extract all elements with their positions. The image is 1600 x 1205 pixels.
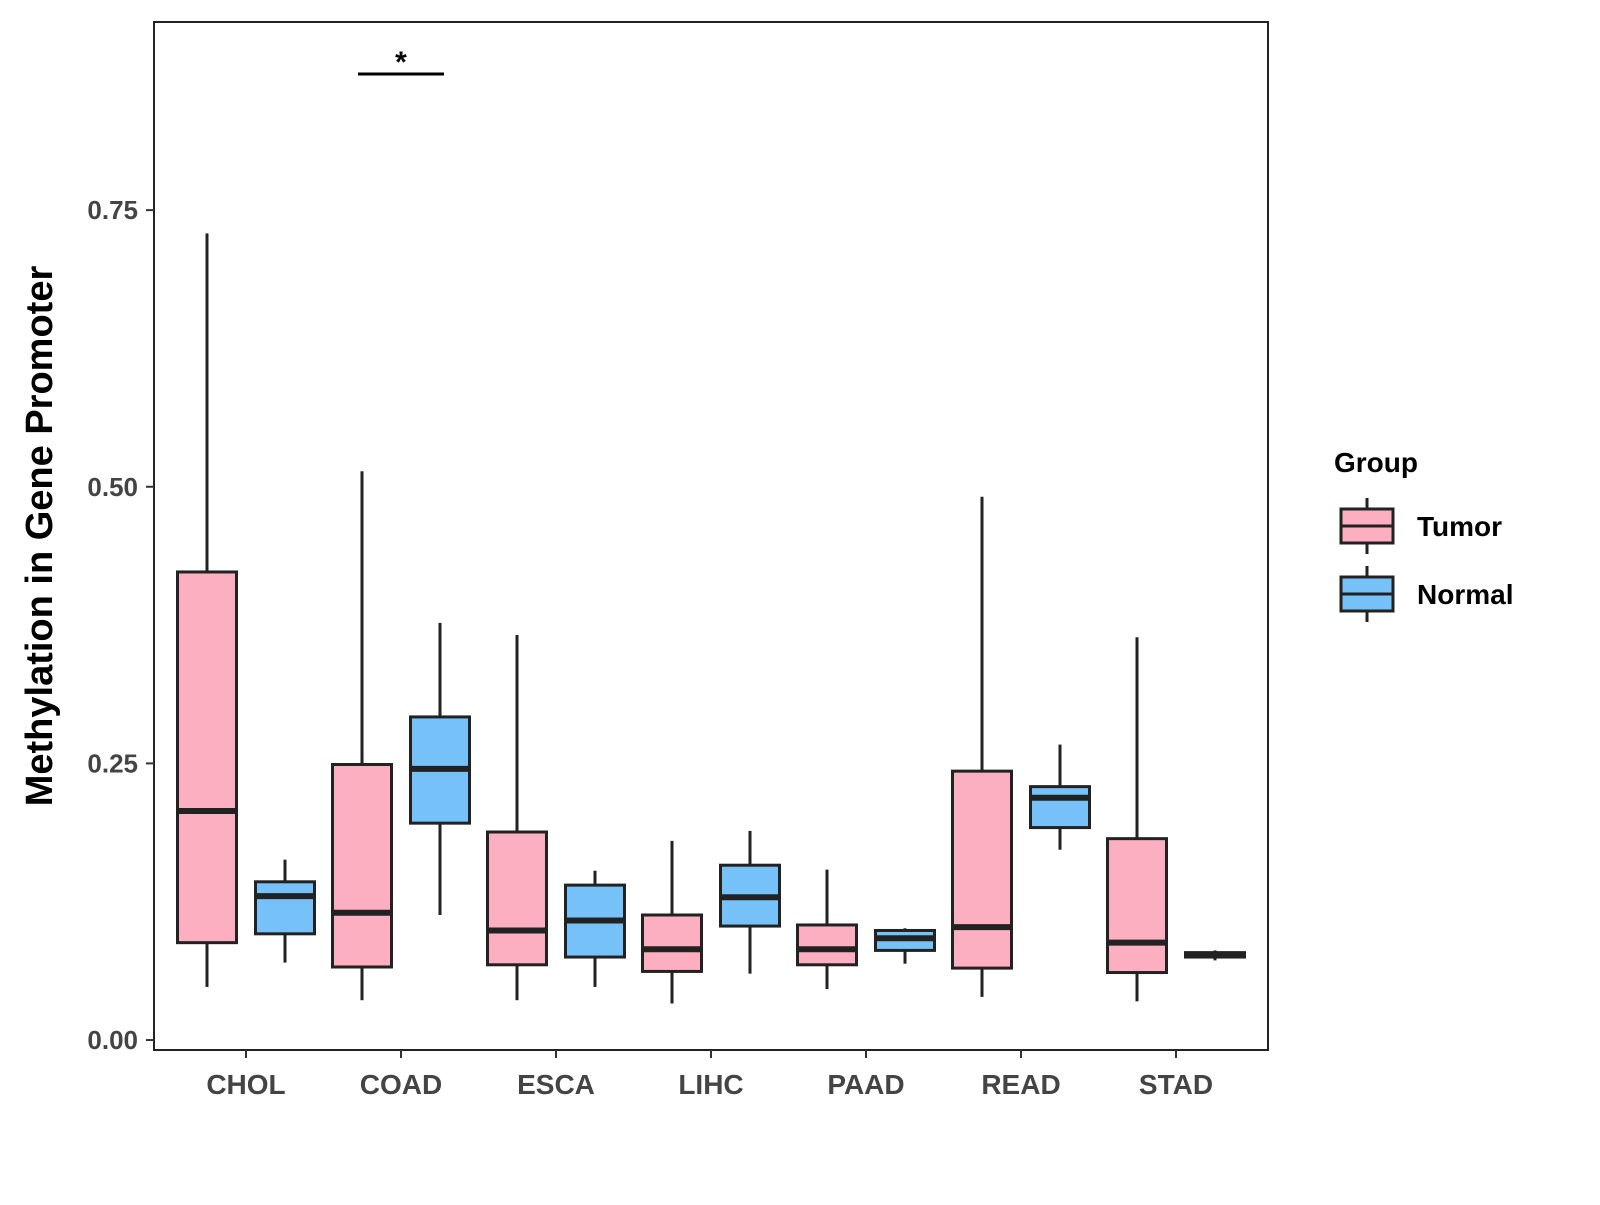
x-tick-label: LIHC xyxy=(678,1069,743,1100)
x-tick-label: PAAD xyxy=(827,1069,904,1100)
legend-title: Group xyxy=(1334,447,1418,478)
y-tick-label: 0.75 xyxy=(87,195,138,225)
box-normal-read xyxy=(1029,744,1091,850)
box-normal-stad xyxy=(1184,950,1246,961)
box-normal-coad xyxy=(409,622,471,915)
y-axis-label: Methylation in Gene Promoter xyxy=(19,266,61,807)
box-normal-chol xyxy=(254,859,316,963)
legend: Group Tumor Normal xyxy=(1334,447,1513,622)
legend-label: Normal xyxy=(1417,579,1513,610)
legend-item-tumor: Tumor xyxy=(1339,498,1502,554)
box xyxy=(331,763,393,969)
annotations: * xyxy=(358,46,444,79)
box-normal-paad xyxy=(874,928,936,964)
x-tick-label: ESCA xyxy=(517,1069,595,1100)
x-tick-label: READ xyxy=(981,1069,1060,1100)
significance-star: * xyxy=(395,46,407,79)
box-tumor-coad xyxy=(331,471,393,1001)
boxes xyxy=(176,233,1246,1004)
box-tumor-lihc xyxy=(641,840,703,1004)
box xyxy=(176,570,238,945)
y-tick-label: 0.25 xyxy=(87,748,138,778)
legend-item-normal: Normal xyxy=(1339,566,1513,622)
box xyxy=(1106,837,1168,975)
box xyxy=(641,913,703,973)
box-normal-esca xyxy=(564,870,626,987)
box xyxy=(796,923,858,967)
box xyxy=(254,880,316,936)
box-tumor-paad xyxy=(796,869,858,990)
box-tumor-chol xyxy=(176,233,238,987)
box-tumor-stad xyxy=(1106,637,1168,1002)
x-tick-label: CHOL xyxy=(206,1069,285,1100)
box-tumor-read xyxy=(951,496,1013,997)
x-tick-label: STAD xyxy=(1139,1069,1213,1100)
legend-label: Tumor xyxy=(1417,511,1502,542)
box-normal-lihc xyxy=(719,830,781,974)
y-tick-label: 0.00 xyxy=(87,1025,138,1055)
plot-panel xyxy=(153,21,1269,1051)
box-tumor-esca xyxy=(486,635,548,1001)
y-tick-label: 0.50 xyxy=(87,472,138,502)
x-axis: CHOL COAD ESCA LIHC PAAD READ STAD xyxy=(206,1050,1213,1100)
box xyxy=(951,769,1013,970)
y-axis: 0.00 0.25 0.50 0.75 xyxy=(87,195,154,1055)
box xyxy=(1029,785,1091,830)
x-tick-label: COAD xyxy=(360,1069,442,1100)
box xyxy=(486,830,548,967)
